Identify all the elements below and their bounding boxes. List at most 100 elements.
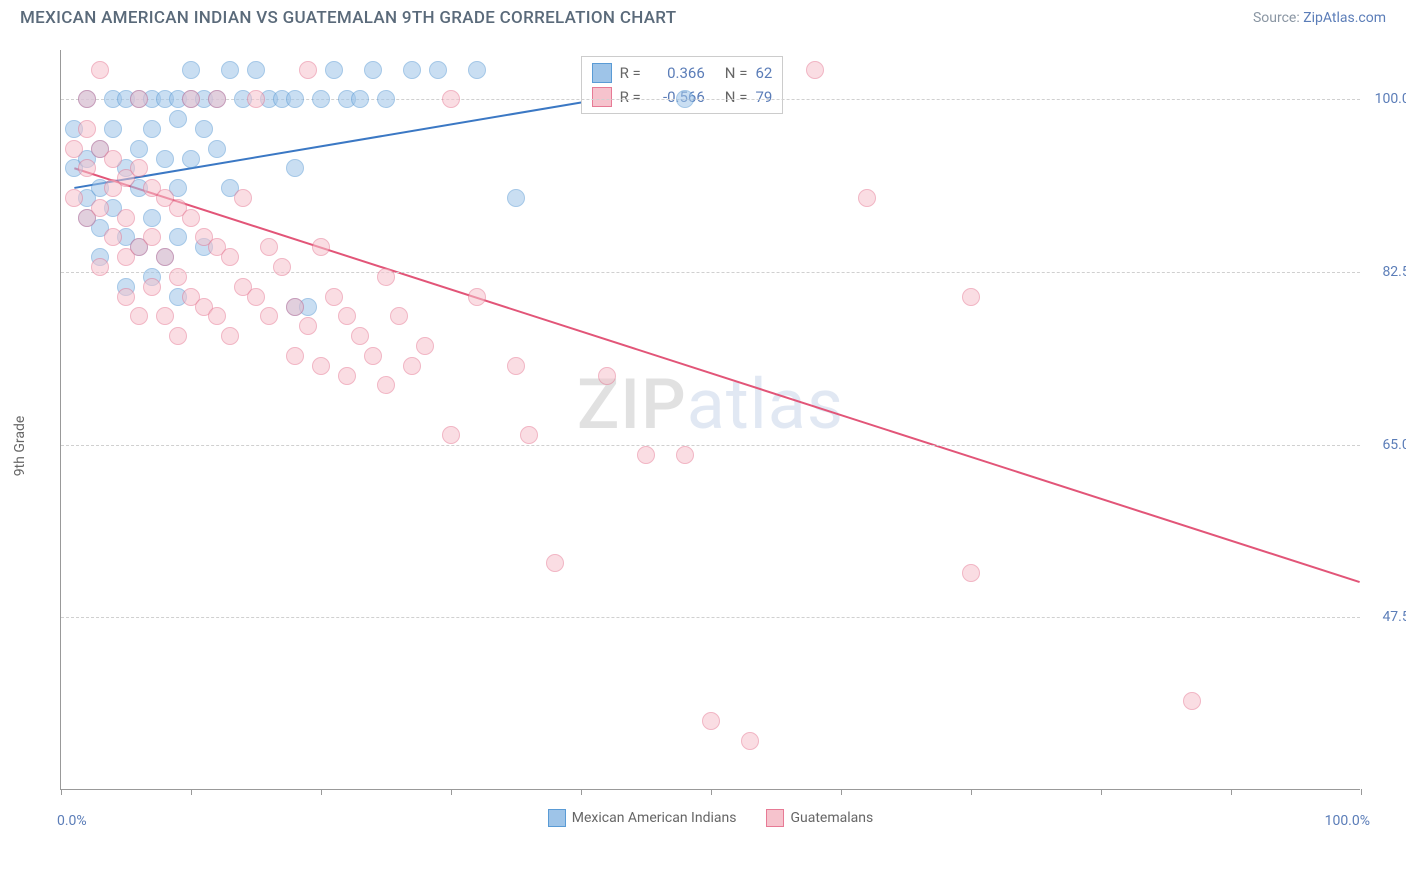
data-point [312, 357, 330, 375]
data-point [962, 288, 980, 306]
legend-label-0: Mexican American Indians [572, 810, 737, 826]
data-point [637, 446, 655, 464]
data-point [104, 120, 122, 138]
data-point [364, 61, 382, 79]
x-tick [321, 789, 322, 795]
data-point [104, 228, 122, 246]
legend-stat-row: R =0.366N =62 [592, 61, 773, 85]
data-point [806, 61, 824, 79]
data-point [299, 317, 317, 335]
data-point [338, 307, 356, 325]
y-axis-label: 9th Grade [12, 416, 28, 477]
x-tick [581, 789, 582, 795]
data-point [273, 258, 291, 276]
data-point [156, 150, 174, 168]
data-point [702, 712, 720, 730]
data-point [962, 564, 980, 582]
source-link[interactable]: ZipAtlas.com [1303, 10, 1386, 26]
data-point [351, 90, 369, 108]
x-tick [1101, 789, 1102, 795]
legend-n-value: 79 [755, 88, 772, 106]
data-point [260, 307, 278, 325]
data-point [442, 90, 460, 108]
data-point [507, 189, 525, 207]
watermark: ZIPatlas [577, 364, 844, 446]
legend-stat-swatch [592, 87, 612, 107]
series-legend: Mexican American Indians Guatemalans [61, 809, 1360, 827]
legend-r-label: R = [620, 64, 641, 82]
legend-r-label: R = [620, 88, 641, 106]
data-point [221, 248, 239, 266]
data-point [169, 268, 187, 286]
data-point [1183, 692, 1201, 710]
data-point [676, 90, 694, 108]
data-point [156, 307, 174, 325]
data-point [247, 288, 265, 306]
data-point [429, 61, 447, 79]
scatter-chart: ZIPatlas R =0.366N =62R =-0.566N =79 Mex… [60, 50, 1360, 790]
data-point [91, 258, 109, 276]
data-point [377, 90, 395, 108]
data-point [247, 90, 265, 108]
y-tick-label: 82.5% [1365, 264, 1406, 280]
watermark-text-a: ZIP [577, 364, 687, 446]
legend-label-1: Guatemalans [790, 810, 873, 826]
chart-header: MEXICAN AMERICAN INDIAN VS GUATEMALAN 9T… [0, 0, 1406, 32]
data-point [468, 288, 486, 306]
data-point [520, 426, 538, 444]
data-point [676, 446, 694, 464]
legend-item-0: Mexican American Indians [548, 809, 737, 827]
data-point [169, 110, 187, 128]
source-label: Source: [1253, 10, 1300, 26]
data-point [104, 150, 122, 168]
data-point [858, 189, 876, 207]
data-point [130, 159, 148, 177]
data-point [299, 61, 317, 79]
x-tick [711, 789, 712, 795]
data-point [143, 228, 161, 246]
x-tick [1231, 789, 1232, 795]
data-point [91, 61, 109, 79]
legend-swatch-0 [548, 809, 566, 827]
data-point [208, 90, 226, 108]
data-point [338, 367, 356, 385]
gridline [61, 272, 1360, 273]
data-point [143, 209, 161, 227]
data-point [221, 61, 239, 79]
data-point [91, 199, 109, 217]
data-point [416, 337, 434, 355]
data-point [741, 732, 759, 750]
data-point [182, 209, 200, 227]
data-point [169, 228, 187, 246]
data-point [546, 554, 564, 572]
trend-line [74, 168, 1359, 582]
y-tick-label: 100.0% [1365, 91, 1406, 107]
x-axis-max-label: 100.0% [1325, 813, 1370, 829]
data-point [78, 90, 96, 108]
data-point [78, 120, 96, 138]
data-point [507, 357, 525, 375]
data-point [377, 268, 395, 286]
data-point [260, 238, 278, 256]
data-point [351, 327, 369, 345]
source-attribution: Source: ZipAtlas.com [1253, 10, 1386, 26]
x-tick [451, 789, 452, 795]
data-point [403, 61, 421, 79]
legend-n-value: 62 [755, 64, 772, 82]
data-point [143, 120, 161, 138]
legend-swatch-1 [766, 809, 784, 827]
data-point [286, 90, 304, 108]
x-tick [1361, 789, 1362, 795]
x-tick [841, 789, 842, 795]
watermark-text-b: atlas [687, 364, 844, 446]
data-point [364, 347, 382, 365]
legend-n-label: N = [725, 64, 748, 82]
gridline [61, 445, 1360, 446]
gridline [61, 617, 1360, 618]
data-point [442, 426, 460, 444]
data-point [286, 298, 304, 316]
data-point [234, 189, 252, 207]
data-point [182, 150, 200, 168]
data-point [117, 209, 135, 227]
data-point [117, 288, 135, 306]
